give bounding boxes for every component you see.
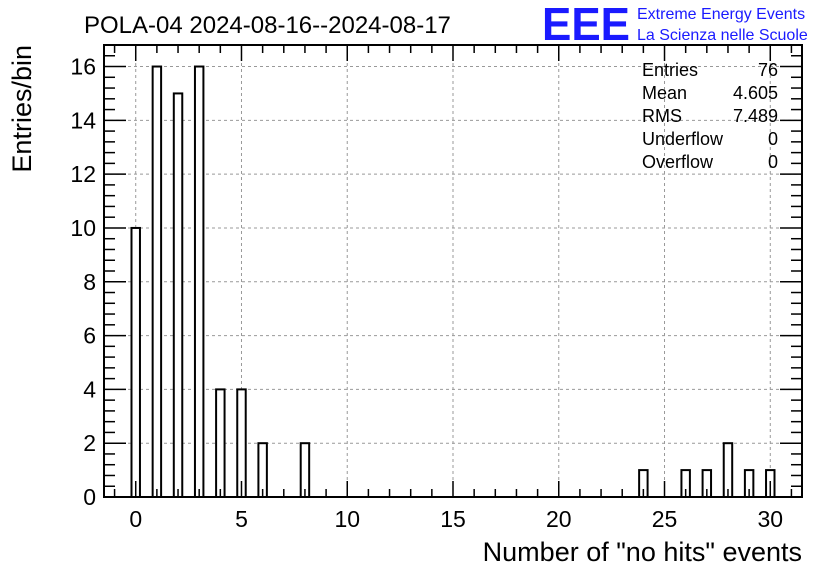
y-tick-labels: 0 2 4 6 8 10 12 14 16 [70, 54, 96, 510]
x-axis-title: Number of "no hits" events [483, 537, 802, 567]
stat-overflow-value: 0 [768, 152, 778, 172]
x-tick-label: 25 [652, 506, 678, 532]
x-tick-label: 5 [235, 506, 248, 532]
stat-underflow-value: 0 [768, 129, 778, 149]
chart-title: POLA-04 2024-08-16--2024-08-17 [84, 12, 451, 39]
stat-underflow-label: Underflow [642, 129, 724, 149]
x-tick-label: 15 [440, 506, 466, 532]
stat-entries-value: 76 [758, 60, 778, 80]
histogram-bar [193, 65, 205, 499]
y-tick-label: 16 [70, 54, 96, 80]
histogram-bar [215, 388, 226, 498]
stat-entries-label: Entries [642, 60, 698, 80]
stat-mean-label: Mean [642, 83, 687, 103]
stat-mean-value: 4.605 [733, 83, 778, 103]
stat-rms-value: 7.489 [733, 106, 778, 126]
x-tick-label: 10 [334, 506, 360, 532]
y-tick-label: 10 [70, 215, 96, 241]
y-tick-label: 12 [70, 161, 96, 187]
y-tick-label: 0 [83, 484, 96, 510]
histogram-bar [236, 388, 247, 498]
y-axis-title: Entries/bin [7, 45, 37, 173]
histogram-bar [257, 442, 268, 499]
logo-line2: La Scienza nelle Scuole [637, 27, 808, 44]
x-tick-label: 20 [546, 506, 572, 532]
y-tick-label: 2 [83, 430, 96, 456]
histogram-bar [722, 442, 734, 499]
grid-lines [104, 45, 802, 497]
x-tick-labels: 0 5 10 15 20 25 30 [129, 506, 783, 532]
stats-box: Entries 76 Mean 4.605 RMS 7.489 Underflo… [642, 60, 778, 172]
y-tick-label: 8 [83, 269, 96, 295]
stat-rms-label: RMS [642, 106, 682, 126]
eee-logo: EEE Extreme Energy Events La Scienza nel… [542, 0, 808, 50]
histogram-bar [172, 92, 184, 499]
histogram-bar [151, 65, 163, 499]
histogram-bar [130, 226, 141, 498]
y-tick-label: 14 [70, 107, 96, 133]
axis-ticks [104, 44, 802, 498]
histogram-bar [299, 442, 311, 499]
y-tick-label: 6 [83, 323, 96, 349]
y-tick-label: 4 [83, 376, 96, 402]
stat-overflow-label: Overflow [642, 152, 714, 172]
logo-line1: Extreme Energy Events [637, 6, 805, 23]
logo-mark: EEE [542, 0, 630, 50]
x-tick-label: 0 [129, 506, 142, 532]
x-tick-label: 30 [757, 506, 783, 532]
